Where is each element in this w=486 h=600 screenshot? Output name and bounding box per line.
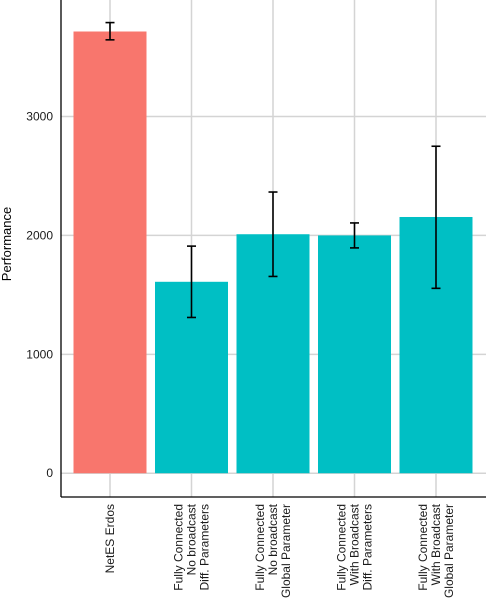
bar: [73, 31, 147, 474]
x-tick-label-line: With Broadcast: [429, 503, 443, 585]
x-tick-label: NetES Erdos: [103, 504, 117, 573]
axes: [60, 0, 486, 498]
x-tick-label-line: Global Parameter: [442, 504, 456, 598]
x-tick-label-line: Diff. Parameters: [198, 504, 212, 590]
x-tick-labels: NetES Erdos Fully Connected No broadcast Di…: [103, 503, 456, 598]
y-axis-title: Performance: [0, 207, 14, 281]
x-tick-label-line: Diff. Parameters: [361, 504, 375, 590]
x-tick-label-line: Fully Connected: [172, 504, 186, 591]
x-tick-label-line: Global Parameter: [279, 504, 293, 598]
x-tick-label-line: Fully Connected: [416, 504, 430, 591]
error-bars: [105, 21, 441, 319]
x-tick-label: Fully Connected With Broadcast Diff. Param…: [335, 503, 375, 590]
bar: [318, 235, 391, 474]
x-tick-label-line: NetES Erdos: [103, 504, 117, 573]
x-tick-label-line: Fully Connected: [253, 504, 267, 591]
y-tick-label: 0: [46, 466, 53, 480]
x-tick-label-line: No broadcast: [266, 503, 280, 575]
x-tick-label: Fully Connected With Broadcast Global Para…: [416, 503, 456, 598]
x-tick-label-line: With Broadcast: [348, 503, 362, 585]
bars: [73, 31, 473, 474]
x-tick-label-line: Fully Connected: [335, 504, 349, 591]
x-tick-label: Fully Connected No broadcast Global Parame…: [253, 503, 293, 598]
y-tick-label: 2000: [26, 228, 53, 242]
x-tick-label-line: No broadcast: [185, 503, 199, 575]
y-tick-labels: 0 1000 2000 3000: [26, 110, 53, 481]
y-tick-label: 1000: [26, 347, 53, 361]
x-tick-label: Fully Connected No broadcast Diff. Paramet…: [172, 503, 212, 590]
y-tick-label: 3000: [26, 110, 53, 124]
